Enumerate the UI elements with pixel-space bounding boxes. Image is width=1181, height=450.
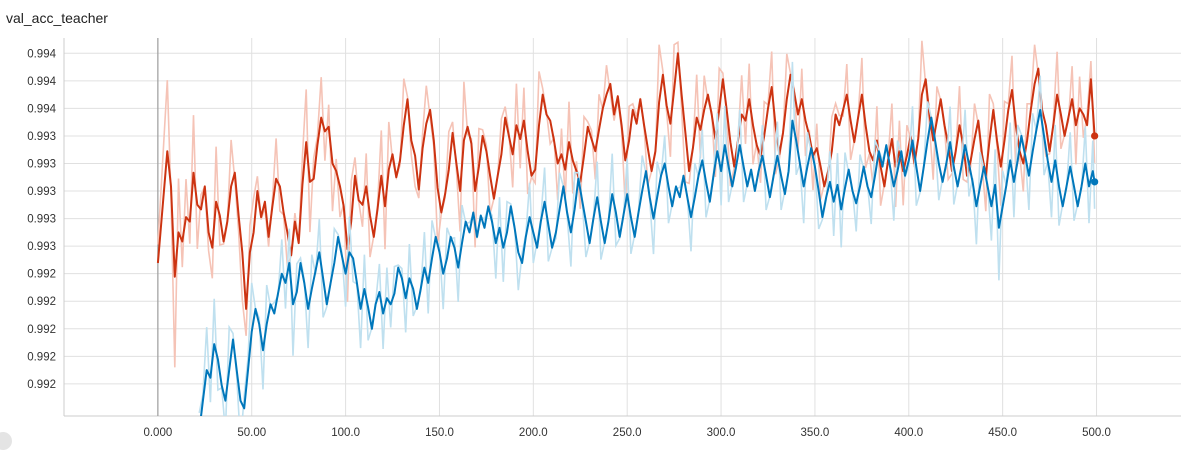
y-tick-label: 0.992 bbox=[27, 324, 56, 336]
y-tick-label: 0.993 bbox=[27, 214, 56, 226]
x-tick-label: 150.0 bbox=[425, 427, 454, 439]
x-tick-label: 250.0 bbox=[613, 427, 642, 439]
y-tick-label: 0.994 bbox=[27, 48, 56, 60]
x-tick-label: 0.000 bbox=[143, 427, 172, 439]
series-1-line[interactable] bbox=[199, 108, 1096, 431]
y-tick-label: 0.994 bbox=[27, 103, 56, 115]
x-tick-label: 450.0 bbox=[988, 427, 1017, 439]
y-tick-label: 0.994 bbox=[27, 76, 56, 88]
series-0-end-point[interactable] bbox=[1091, 132, 1099, 140]
expand-icon[interactable] bbox=[0, 432, 12, 450]
y-tick-label: 0.992 bbox=[27, 351, 56, 363]
series-0-raw-line bbox=[157, 40, 1096, 368]
y-tick-label: 0.993 bbox=[27, 158, 56, 170]
chart-title: val_acc_teacher bbox=[6, 10, 108, 26]
y-tick-label: 0.992 bbox=[27, 296, 56, 308]
y-tick-label: 0.992 bbox=[27, 379, 56, 391]
x-tick-label: 350.0 bbox=[801, 427, 830, 439]
x-tick-label: 200.0 bbox=[519, 427, 548, 439]
series-1-end-point[interactable] bbox=[1091, 178, 1099, 186]
series-0-line[interactable] bbox=[156, 52, 1096, 310]
x-tick-label: 300.0 bbox=[707, 427, 736, 439]
x-tick-label: 50.00 bbox=[237, 427, 266, 439]
x-tick-label: 400.0 bbox=[894, 427, 923, 439]
x-tick-label: 100.0 bbox=[331, 427, 360, 439]
y-tick-label: 0.993 bbox=[27, 131, 56, 143]
y-tick-label: 0.993 bbox=[27, 186, 56, 198]
y-tick-label: 0.993 bbox=[27, 241, 56, 253]
x-tick-label: 500.0 bbox=[1082, 427, 1111, 439]
y-tick-label: 0.992 bbox=[27, 269, 56, 281]
